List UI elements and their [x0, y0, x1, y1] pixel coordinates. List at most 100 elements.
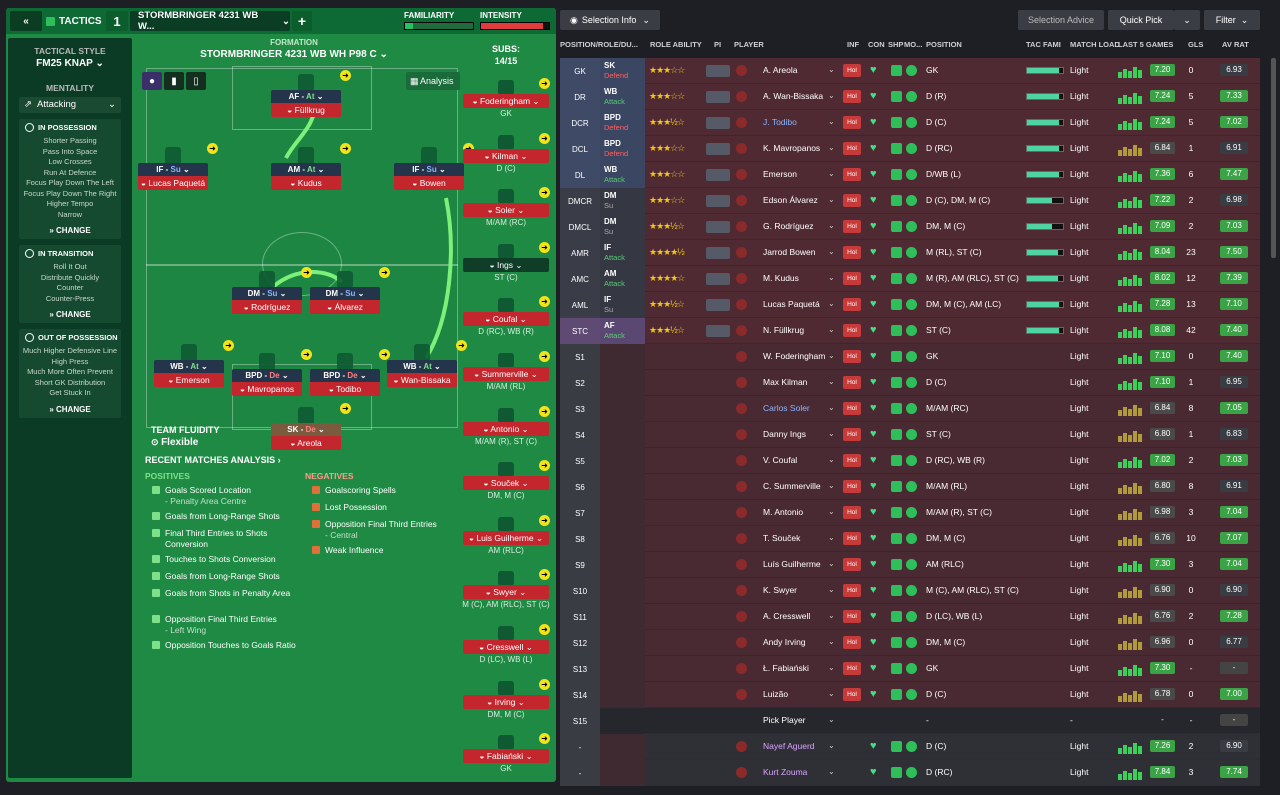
column-header[interactable]: LAST 5 GAMES [1118, 40, 1174, 49]
player-puck[interactable]: AM - At ⌄ ◒ Kudus [271, 147, 341, 193]
row-role[interactable]: IF Attack [600, 240, 645, 266]
quick-pick-button[interactable]: Quick Pick [1108, 10, 1174, 30]
player-name[interactable]: W. Foderingham [763, 351, 826, 361]
player-instructions-icon[interactable] [706, 195, 730, 207]
player-name[interactable]: V. Coufal [763, 455, 798, 465]
row-role[interactable]: IF Su [600, 292, 645, 318]
table-row[interactable]: DMCR DM Su ★★★☆☆ Edson Álvarez ⌄ Hol ♥ D (C), DM… [560, 188, 1260, 214]
chevron-down-icon[interactable]: ⌄ [828, 403, 835, 412]
player-role[interactable]: WB - At ⌄ [387, 360, 457, 373]
chevron-down-icon[interactable]: ⌄ [828, 611, 835, 620]
tactic-slot-number[interactable]: 1 [106, 11, 128, 31]
sub-player[interactable]: ◒ Luis Guilherme ⌄ AM (RLC) ➜ [461, 514, 551, 557]
player-name[interactable]: G. Rodríguez [763, 221, 814, 231]
player-name[interactable]: Nayef Aguerd [763, 741, 815, 751]
sub-player[interactable]: ◒ Summerville ⌄ M/AM (RL) ➜ [461, 351, 551, 393]
sub-player[interactable]: ◒ Antonio ⌄ M/AM (R), ST (C) ➜ [461, 405, 551, 448]
player-puck[interactable]: IF - Su ⌄ ◒ Lucas Paquetá [138, 147, 208, 193]
sub-player[interactable]: ◒ Coufal ⌄ D (RC), WB (R) ➜ [461, 296, 551, 338]
sub-player[interactable]: ◒ Cresswell ⌄ D (LC), WB (L) ➜ [461, 624, 551, 666]
player-instructions-icon[interactable] [706, 65, 730, 77]
table-row[interactable]: DMCL DM Su ★★★½☆ G. Rodríguez ⌄ Hol ♥ DM, M (C) L… [560, 214, 1260, 240]
player-name[interactable]: A. Wan-Bissaka [763, 91, 824, 101]
player-puck[interactable]: SK - De ⌄ ◒ Areola [271, 407, 341, 453]
table-row[interactable]: AMR IF Attack ★★★★½ Jarrod Bowen ⌄ Hol ♥ M (RL),… [560, 240, 1260, 266]
table-row[interactable]: DL WB Attack ★★★☆☆ Emerson ⌄ Hol ♥ D/WB (L) Light… [560, 162, 1260, 188]
column-header[interactable]: ROLE ABILITY [650, 40, 702, 49]
column-header[interactable]: PLAYER [734, 40, 764, 49]
table-row[interactable]: S5 V. Coufal ⌄ Hol ♥ D (RC), WB (R) Light 7.02 2… [560, 448, 1260, 474]
tactical-style-value[interactable]: FM25 KNAP ⌄ [8, 58, 132, 69]
player-name[interactable]: K. Mavropanos [763, 143, 821, 153]
chevron-down-icon[interactable]: ⌄ [828, 507, 835, 516]
player-role[interactable]: AF - At ⌄ [271, 90, 341, 103]
player-name[interactable]: Emerson [763, 169, 798, 179]
mentality-dropdown[interactable]: ⇗ Attacking ⌄ [19, 97, 121, 113]
tactic-select[interactable]: STORMBRINGER 4231 WB W... ⌄ [130, 10, 290, 32]
chevron-down-icon[interactable]: ⌄ [828, 533, 835, 542]
player-puck[interactable]: DM - Su ⌄ ◒ Álvarez [310, 271, 380, 317]
add-tactic-button[interactable]: + [292, 11, 312, 31]
player-puck[interactable]: AF - At ⌄ ◒ Füllkrug [271, 74, 341, 120]
row-role[interactable]: BPD Defend [600, 136, 645, 162]
column-header[interactable]: MATCH LOAD [1070, 40, 1120, 49]
player-role[interactable]: DM - Su ⌄ [232, 287, 302, 300]
table-row[interactable]: S13 Ł. Fabiański ⌄ Hol ♥ GK Light 7.30 - - [560, 656, 1260, 682]
column-header[interactable]: AV RAT [1222, 40, 1249, 49]
player-role[interactable]: SK - De ⌄ [271, 423, 341, 436]
table-row[interactable]: STC AF Attack ★★★½☆ N. Füllkrug ⌄ Hol ♥ ST (C) Li… [560, 318, 1260, 344]
chevron-down-icon[interactable]: ⌄ [828, 585, 835, 594]
player-role[interactable]: AM - At ⌄ [271, 163, 341, 176]
formation-select[interactable]: STORMBRINGER 4231 WB WH P98 C ⌄ [134, 49, 454, 60]
table-row[interactable]: DCR BPD Defend ★★★½☆ J. Todibo ⌄ Hol ♥ D (C) Ligh… [560, 110, 1260, 136]
player-name[interactable]: Max Kilman [763, 377, 808, 387]
column-header[interactable]: SHP [888, 40, 904, 49]
row-role[interactable]: WB Attack [600, 84, 645, 110]
row-role[interactable]: WB Attack [600, 162, 645, 188]
table-row[interactable]: GK SK Defend ★★★☆☆ A. Areola ⌄ Hol ♥ GK Light 7.20… [560, 58, 1260, 84]
sub-player[interactable]: ◒ Irving ⌄ DM, M (C) ➜ [461, 678, 551, 721]
player-puck[interactable]: IF - Su ⌄ ◒ Bowen [394, 147, 464, 193]
column-header[interactable]: POSITION [926, 40, 962, 49]
table-row[interactable]: S12 Andy Irving ⌄ Hol ♥ DM, M (C) Light 6.96 0 6.… [560, 630, 1260, 656]
chevron-down-icon[interactable]: ⌄ [828, 247, 835, 256]
analysis-button[interactable]: ▦ Analysis [406, 72, 460, 90]
back-button[interactable]: « [10, 11, 42, 31]
chevron-down-icon[interactable]: ⌄ [828, 663, 835, 672]
column-header[interactable]: PI [714, 40, 722, 49]
chevron-down-icon[interactable]: ⌄ [828, 169, 835, 178]
change-button[interactable]: » CHANGE [21, 226, 119, 235]
player-puck[interactable]: WB - At ⌄ ◒ Emerson [154, 344, 224, 390]
player-puck[interactable]: WB - At ⌄ ◒ Wan-Bissaka [387, 344, 457, 390]
player-name[interactable]: Danny Ings [763, 429, 806, 439]
sub-player[interactable]: ◒ Fabiański ⌄ GK ➜ [461, 733, 551, 775]
player-instructions-icon[interactable] [706, 169, 730, 181]
player-name[interactable]: Pick Player [763, 715, 806, 725]
player-role[interactable]: IF - Su ⌄ [138, 163, 208, 176]
column-header[interactable]: POSITION/ROLE/DU... [560, 40, 638, 49]
chevron-down-icon[interactable]: ⌄ [828, 65, 835, 74]
table-row[interactable]: S7 M. Antonio ⌄ Hol ♥ M/AM (R), ST (C) Light 6.… [560, 500, 1260, 526]
chevron-down-icon[interactable]: ⌄ [828, 481, 835, 490]
player-instructions-icon[interactable] [706, 247, 730, 259]
player-puck[interactable]: BPD - De ⌄ ◒ Mavropanos [232, 353, 302, 399]
chevron-down-icon[interactable]: ⌄ [828, 351, 835, 360]
player-role[interactable]: DM - Su ⌄ [310, 287, 380, 300]
player-role[interactable]: IF - Su ⌄ [394, 163, 464, 176]
table-row[interactable]: S15 Pick Player ⌄ - - - - - [560, 708, 1260, 734]
selection-advice-button[interactable]: Selection Advice [1018, 10, 1104, 30]
player-name[interactable]: M. Antonio [763, 507, 804, 517]
column-header[interactable]: INF [847, 40, 860, 49]
player-puck[interactable]: DM - Su ⌄ ◒ Rodríguez [232, 271, 302, 317]
player-puck[interactable]: BPD - De ⌄ ◒ Todibo [310, 353, 380, 399]
chevron-down-icon[interactable]: ⌄ [828, 143, 835, 152]
table-row[interactable]: S2 Max Kilman ⌄ Hol ♥ D (C) Light 7.10 1 6.95 [560, 370, 1260, 396]
filter-dropdown[interactable]: Filter ⌄ [1204, 10, 1260, 30]
quick-pick-chevron-icon[interactable]: ⌄ [1174, 10, 1200, 30]
table-row[interactable]: AMC AM Attack ★★★★☆ M. Kudus ⌄ Hol ♥ M (R), AM (… [560, 266, 1260, 292]
table-row[interactable]: DR WB Attack ★★★☆☆ A. Wan-Bissaka ⌄ Hol ♥ D (R) L… [560, 84, 1260, 110]
chevron-down-icon[interactable]: ⌄ [828, 559, 835, 568]
player-role[interactable]: BPD - De ⌄ [232, 369, 302, 382]
player-name[interactable]: N. Füllkrug [763, 325, 805, 335]
sub-player[interactable]: ◒ Kilman ⌄ D (C) ➜ [461, 132, 551, 175]
